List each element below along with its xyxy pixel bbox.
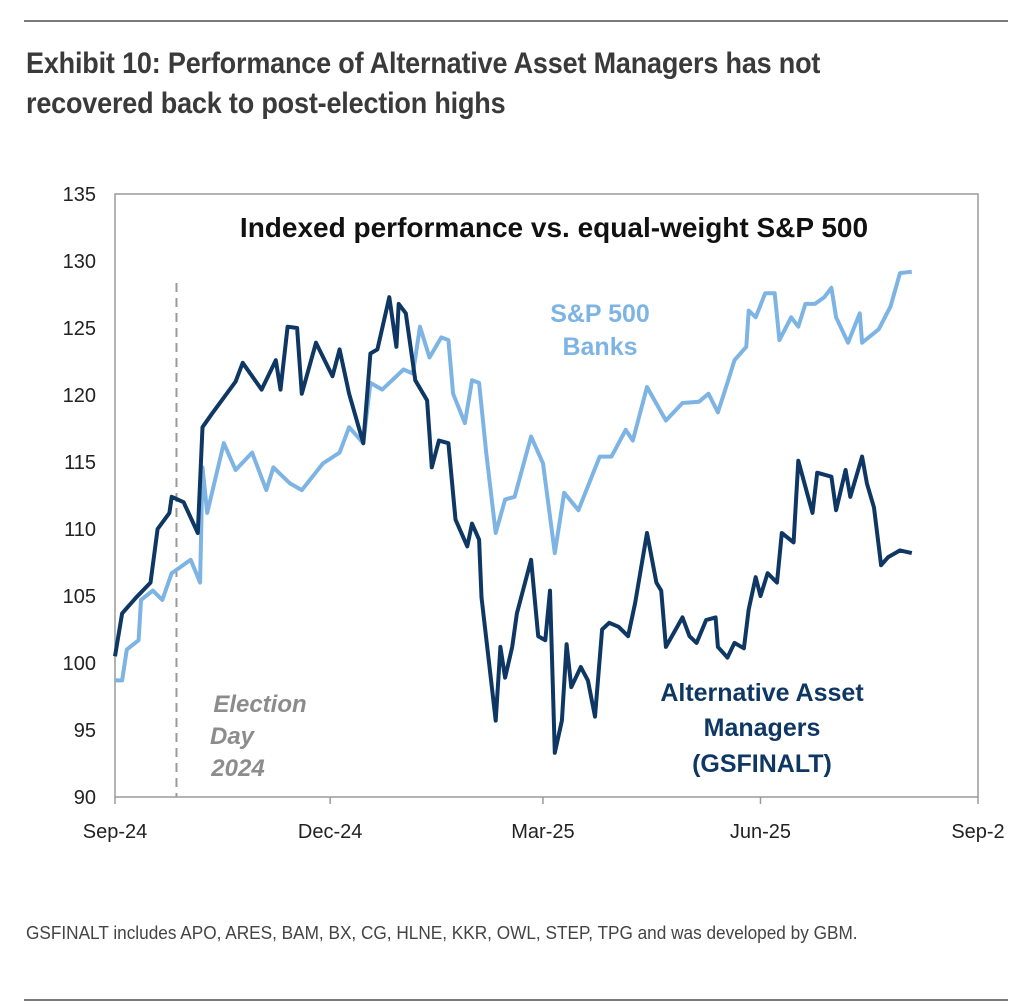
- y-tick-label: 100: [63, 653, 96, 675]
- x-tick-label: Dec-24: [298, 821, 362, 843]
- series-group: [113, 269, 913, 755]
- chart-title: Indexed performance vs. equal-weight S&P…: [240, 212, 868, 243]
- series-label-banks: Banks: [562, 333, 637, 361]
- y-tick-label: 120: [63, 385, 96, 407]
- footnote: GSFINALT includes APO, ARES, BAM, BX, CG…: [26, 922, 858, 943]
- x-tick-label: Mar-25: [511, 821, 574, 843]
- series-label-alt-managers: Managers: [704, 714, 821, 742]
- plot-area-frame: [114, 193, 979, 798]
- bottom-rule: [24, 999, 1008, 1001]
- y-tick-label: 125: [63, 318, 96, 340]
- y-tick-label: 115: [64, 452, 96, 474]
- series-label-alt-managers: (GSFINALT): [692, 750, 832, 778]
- y-tick-label: 110: [64, 519, 96, 541]
- top-rule: [24, 20, 1008, 22]
- x-tick-label: Sep-24: [83, 821, 148, 843]
- x-tick-label: Sep-2: [951, 821, 1004, 843]
- y-tick-label: 130: [63, 251, 96, 273]
- election-day-label: Election: [213, 691, 306, 718]
- series-label-alt-managers: Alternative Asset: [660, 679, 864, 707]
- x-axis: Sep-24 Dec-24 Mar-25 Jun-25 Sep-2: [83, 797, 1005, 843]
- alt-asset-managers-line: [113, 295, 913, 755]
- y-tick-label: 90: [74, 787, 96, 809]
- sp500-banks-line: [115, 269, 913, 683]
- election-day-label: 2024: [210, 755, 264, 782]
- exhibit-title: Exhibit 10: Performance of Alternative A…: [26, 47, 821, 120]
- x-tick-label: Jun-25: [730, 821, 791, 843]
- series-label-banks: S&P 500: [550, 300, 650, 328]
- y-tick-label: 135: [63, 184, 96, 206]
- y-axis: 90 95 100 105 110 115 120 125 130 135: [63, 184, 96, 809]
- y-tick-label: 95: [74, 720, 96, 742]
- y-tick-label: 105: [63, 586, 96, 608]
- election-day-label: Day: [210, 723, 256, 750]
